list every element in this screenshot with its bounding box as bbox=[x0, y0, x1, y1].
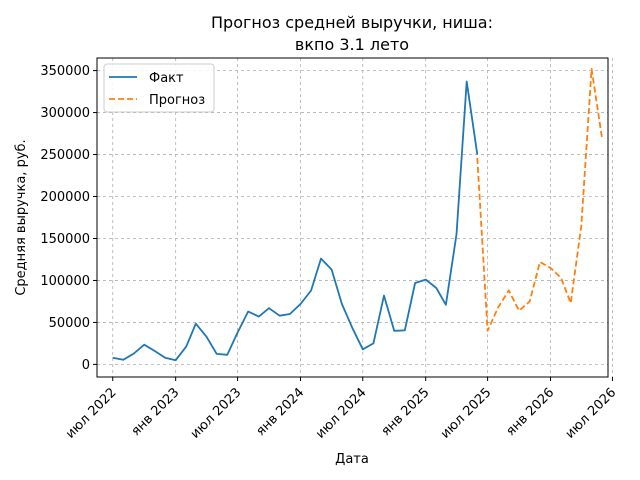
x-axis-ticks: июл 2022 янв 2023 июл 2023 янв 2024 июл 2024… bbox=[63, 377, 619, 442]
legend-label: Факт bbox=[149, 71, 184, 86]
chart-title: Прогноз средней выручки, ниша: вкпо 3.1 л… bbox=[211, 13, 493, 54]
y-tick-label: 300000 bbox=[40, 106, 90, 121]
plot-frame bbox=[96, 57, 609, 378]
y-tick-label: 250000 bbox=[40, 148, 90, 163]
y-axis-label: Средняя выручка, руб. bbox=[14, 139, 29, 295]
x-tick-label: янв 2026 bbox=[503, 385, 557, 439]
y-tick-label: 150000 bbox=[40, 232, 90, 247]
x-tick-label: янв 2023 bbox=[129, 385, 183, 439]
legend-box bbox=[103, 63, 215, 113]
y-tick-label: 0 bbox=[82, 358, 90, 373]
x-tick-label: июл 2022 bbox=[63, 385, 120, 442]
y-axis-ticks: 0 50000 100000 150000 200000 250000 300000 3500… bbox=[40, 64, 97, 373]
chart-title-line: Прогноз средней выручки, ниша: bbox=[211, 13, 493, 32]
y-tick-label: 50000 bbox=[49, 316, 90, 331]
grid-y bbox=[97, 70, 608, 365]
x-tick-label: янв 2025 bbox=[379, 385, 433, 439]
x-tick-label: июл 2024 bbox=[313, 385, 370, 442]
series-layer bbox=[112, 68, 604, 362]
x-tick-label: июл 2025 bbox=[438, 385, 495, 442]
x-tick-label: янв 2024 bbox=[253, 385, 307, 439]
chart-title-line: вкпо 3.1 лето bbox=[295, 35, 409, 54]
legend-label: Прогноз bbox=[149, 93, 205, 108]
series-line-forecast bbox=[476, 68, 604, 332]
y-tick-label: 350000 bbox=[40, 64, 90, 79]
y-tick-label: 100000 bbox=[40, 274, 90, 289]
x-tick-label: июл 2023 bbox=[188, 385, 245, 442]
legend: Факт Прогноз bbox=[103, 63, 215, 113]
x-tick-label: июл 2026 bbox=[563, 385, 620, 442]
series-line-actual bbox=[112, 80, 479, 362]
x-axis-label: Дата bbox=[335, 452, 369, 467]
y-tick-label: 200000 bbox=[40, 190, 90, 205]
